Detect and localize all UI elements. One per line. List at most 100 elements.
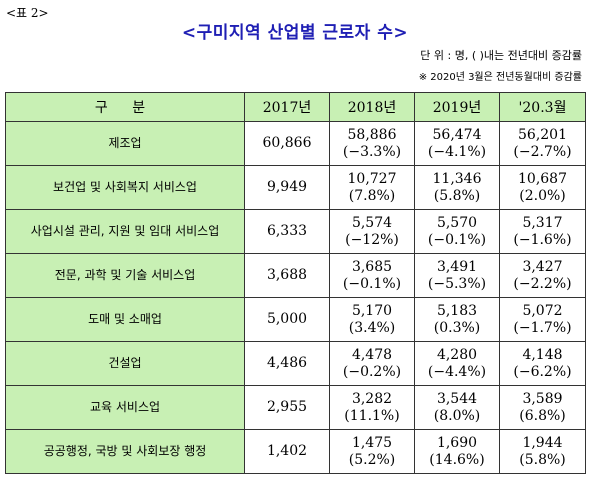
category-cell: 건설업 (5, 341, 245, 386)
value-2019: 56,474 (432, 126, 482, 143)
table-row: 공공행정, 국방 및 사회보장 행정 1,402 1,475 (5.2%) 1,6… (5, 429, 586, 474)
value-2019: 5,183 (436, 302, 478, 319)
value-2018-cell: 58,886 (−3.3%) (329, 121, 415, 166)
change-2018: (7.8%) (348, 187, 396, 204)
value-2020-cell: 10,687 (2.0%) (499, 165, 586, 210)
category-cell: 전문, 과학 및 기술 서비스업 (5, 253, 245, 298)
category-cell: 제조업 (5, 121, 245, 166)
change-2018: (−12%) (345, 231, 399, 248)
value-2018: 3,685 (351, 258, 393, 275)
table-row: 제조업 60,866 58,886 (−3.3%) 56,474 (−4.1%) 5… (5, 121, 586, 166)
value-2018-cell: 5,170 (3.4%) (329, 297, 415, 342)
value-2017: 1,402 (244, 429, 330, 474)
value-2020-cell: 56,201 (−2.7%) (499, 121, 586, 166)
value-2018: 58,886 (347, 126, 397, 143)
value-2017: 9,949 (244, 165, 330, 210)
value-2018: 1,475 (351, 434, 393, 451)
category-cell: 교육 서비스업 (5, 385, 245, 430)
value-2019-cell: 4,280 (−4.4%) (414, 341, 500, 386)
value-2018-cell: 4,478 (−0.2%) (329, 341, 415, 386)
category-cell: 도매 및 소매업 (5, 297, 245, 342)
value-2018: 5,574 (351, 214, 393, 231)
value-2019: 5,570 (436, 214, 478, 231)
value-2020-cell: 3,427 (−2.2%) (499, 253, 586, 298)
header-row: 구 분 2017년 2018년 2019년 '20.3월 (5, 92, 586, 122)
value-2017: 60,866 (244, 121, 330, 166)
change-2020: (−2.2%) (513, 275, 572, 292)
value-2018-cell: 1,475 (5.2%) (329, 429, 415, 474)
value-2018: 3,282 (351, 390, 393, 407)
header-category: 구 분 (5, 92, 245, 122)
change-2020: (−6.2%) (513, 363, 572, 380)
table-number-label: <표 2> (6, 6, 49, 20)
value-2017: 5,000 (244, 297, 330, 342)
value-2017: 4,486 (244, 341, 330, 386)
table-row: 도매 및 소매업 5,000 5,170 (3.4%) 5,183 (0.3%) 5… (5, 297, 586, 342)
value-2020: 56,201 (518, 126, 567, 143)
table-row: 사업시설 관리, 지원 및 임대 서비스업 6,333 5,574 (−12%) … (5, 209, 586, 254)
value-2019-cell: 1,690 (14.6%) (414, 429, 500, 474)
change-2019: (8.0%) (433, 407, 481, 424)
change-2018: (−3.3%) (342, 143, 402, 160)
value-2019: 3,544 (436, 390, 478, 407)
value-2018-cell: 3,282 (11.1%) (329, 385, 415, 430)
value-2020: 10,687 (518, 170, 567, 187)
category-cell: 공공행정, 국방 및 사회보장 행정 (5, 429, 245, 474)
value-2017: 6,333 (244, 209, 330, 254)
category-cell: 보건업 및 사회복지 서비스업 (5, 165, 245, 210)
value-2019: 4,280 (436, 346, 478, 363)
header-2017: 2017년 (244, 92, 330, 122)
change-2019: (5.8%) (433, 187, 481, 204)
table-row: 보건업 및 사회복지 서비스업 9,949 10,727 (7.8%) 11,34… (5, 165, 586, 210)
header-2020-march: '20.3월 (499, 92, 586, 122)
value-2017: 3,688 (244, 253, 330, 298)
category-cell: 사업시설 관리, 지원 및 임대 서비스업 (5, 209, 245, 254)
value-2020-cell: 5,072 (−1.7%) (499, 297, 586, 342)
value-2019: 3,491 (436, 258, 478, 275)
value-2019-cell: 5,570 (−0.1%) (414, 209, 500, 254)
value-2020-cell: 5,317 (−1.6%) (499, 209, 586, 254)
change-2018: (11.1%) (344, 407, 400, 424)
value-2019-cell: 3,491 (−5.3%) (414, 253, 500, 298)
header-2018: 2018년 (329, 92, 415, 122)
change-2019: (−4.4%) (427, 363, 487, 380)
value-2020: 3,589 (522, 390, 563, 407)
change-2019: (14.6%) (429, 451, 485, 468)
value-2018-cell: 3,685 (−0.1%) (329, 253, 415, 298)
page-title: <구미지역 산업별 근로자 수> (181, 23, 409, 43)
value-2018: 4,478 (351, 346, 393, 363)
change-2020: (2.0%) (519, 187, 566, 204)
value-2017: 2,955 (244, 385, 330, 430)
change-2020: (−2.7%) (513, 143, 572, 160)
change-2018: (−0.1%) (342, 275, 402, 292)
table-row: 교육 서비스업 2,955 3,282 (11.1%) 3,544 (8.0%) 3… (5, 385, 586, 430)
value-2020: 4,148 (522, 346, 563, 363)
change-2019: (−5.3%) (427, 275, 487, 292)
change-2018: (−0.2%) (342, 363, 402, 380)
value-2019-cell: 56,474 (−4.1%) (414, 121, 500, 166)
change-2019: (0.3%) (433, 319, 481, 336)
table-row: 건설업 4,486 4,478 (−0.2%) 4,280 (−4.4%) 4,14… (5, 341, 586, 386)
value-2019-cell: 3,544 (8.0%) (414, 385, 500, 430)
unit-note: 단 위 : 명, ( )내는 전년대비 증감률 (420, 49, 582, 62)
value-2020-cell: 3,589 (6.8%) (499, 385, 586, 430)
change-2020: (5.8%) (519, 451, 566, 468)
value-2019-cell: 5,183 (0.3%) (414, 297, 500, 342)
value-2020: 5,317 (522, 214, 563, 231)
value-2018-cell: 10,727 (7.8%) (329, 165, 415, 210)
value-2019-cell: 11,346 (5.8%) (414, 165, 500, 210)
change-2018: (3.4%) (348, 319, 396, 336)
value-2020-cell: 1,944 (5.8%) (499, 429, 586, 474)
table-row: 전문, 과학 및 기술 서비스업 3,688 3,685 (−0.1%) 3,49… (5, 253, 586, 298)
value-2020: 1,944 (522, 434, 563, 451)
value-2018-cell: 5,574 (−12%) (329, 209, 415, 254)
change-2019: (−4.1%) (427, 143, 487, 160)
value-2020: 5,072 (522, 302, 563, 319)
change-2020: (−1.7%) (513, 319, 572, 336)
footnote: ※ 2020년 3월은 전년동월대비 증감률 (418, 72, 582, 83)
header-2019: 2019년 (414, 92, 500, 122)
value-2019: 11,346 (432, 170, 482, 187)
value-2020-cell: 4,148 (−6.2%) (499, 341, 586, 386)
change-2020: (6.8%) (519, 407, 566, 424)
value-2020: 3,427 (522, 258, 563, 275)
